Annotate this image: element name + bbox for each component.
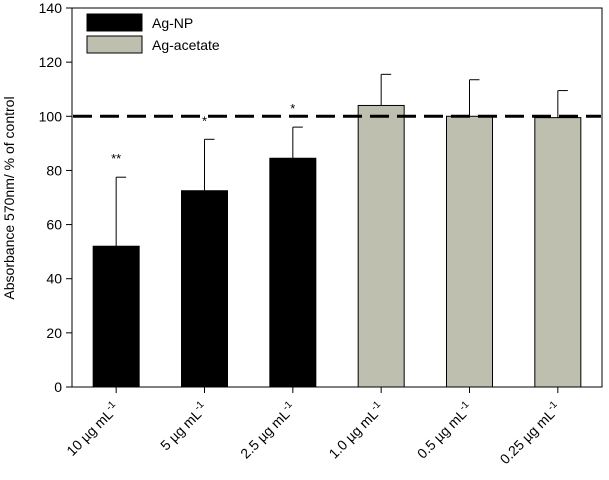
x-tick-label: 5 µg mL-1	[156, 399, 211, 454]
plot-frame	[71, 7, 603, 388]
x-tick-label: 0.5 µg mL-1	[413, 399, 476, 462]
bar-series	[92, 104, 582, 388]
x-tick-label-text: 0.25 µg mL	[497, 406, 558, 467]
y-tick-label: 60	[46, 217, 62, 233]
y-tick-label: 20	[46, 325, 62, 341]
legend-swatch	[86, 35, 143, 54]
significance-annotations: ****	[111, 101, 295, 166]
x-tick-label: 10 µg mL-1	[62, 399, 122, 459]
y-axis-label: Absorbance 570nm/ % of control	[1, 96, 17, 299]
bar-ag-np	[92, 245, 140, 388]
y-tick-label: 80	[46, 162, 62, 178]
legend-label: Ag-NP	[152, 15, 193, 31]
bar-ag-np	[269, 157, 317, 388]
y-tick-label: 100	[39, 108, 63, 124]
legend: Ag-NP Ag-acetate	[86, 13, 220, 54]
x-tick-label-text: 0.5 µg mL	[414, 406, 470, 462]
y-tick-label: 0	[54, 379, 62, 395]
x-tick-label-text: 2.5 µg mL	[237, 406, 293, 462]
error-bars	[115, 73, 568, 247]
significance-marker: *	[202, 113, 207, 128]
x-tick-label: 2.5 µg mL-1	[236, 399, 299, 462]
legend-swatch	[86, 13, 143, 32]
x-tick-label: 1.0 µg mL-1	[325, 399, 388, 462]
significance-marker: **	[111, 151, 121, 166]
y-tick-label: 140	[39, 0, 63, 16]
x-tick-label-text: 10 µg mL	[63, 406, 116, 459]
bar-ag-acetate	[534, 117, 582, 388]
bar-ag-np	[181, 190, 228, 388]
y-axis: 0 20 40 60 80 100 120 140	[39, 0, 72, 395]
x-axis: 10 µg mL-1 5 µg mL-1 2.5 µg mL-1 1.0 µg mL-…	[62, 387, 564, 467]
x-tick-label-text: 5 µg mL	[157, 406, 204, 453]
bar-ag-acetate	[446, 115, 493, 388]
x-tick-label: 0.25 µg mL-1	[496, 399, 564, 467]
y-tick-label: 40	[46, 271, 62, 287]
bar-ag-acetate	[357, 104, 405, 388]
legend-label: Ag-acetate	[152, 37, 220, 53]
x-tick-label-text: 1.0 µg mL	[325, 406, 381, 462]
significance-marker: *	[290, 101, 295, 116]
y-tick-label: 120	[39, 54, 63, 70]
